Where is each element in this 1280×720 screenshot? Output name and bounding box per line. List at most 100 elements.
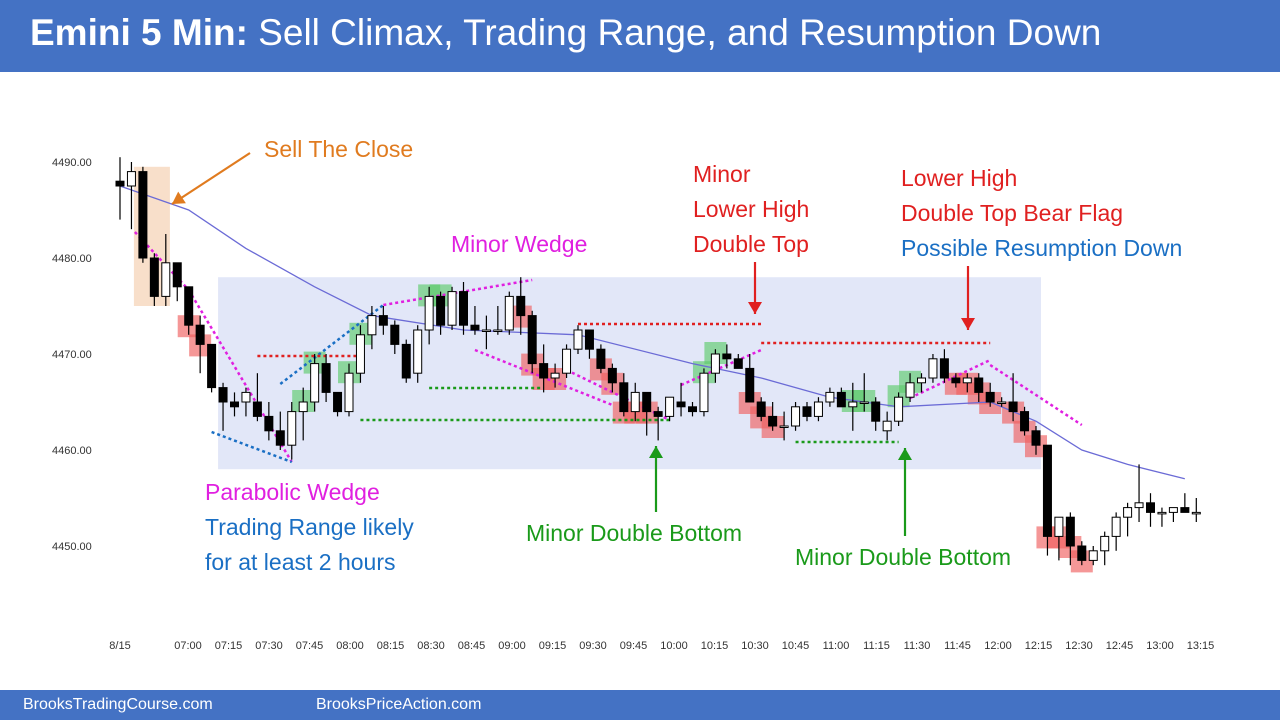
x-tick-label: 11:45 [944, 640, 971, 652]
sell-the-close-arrow [171, 152, 251, 205]
bull-candle [161, 262, 171, 297]
y-tick-label: 4450.00 [52, 541, 92, 553]
title-bold: Emini 5 Min: [30, 12, 248, 53]
y-tick-label: 4460.00 [52, 445, 92, 457]
annotation-label: for at least 2 hours [205, 549, 396, 575]
bear-candle [252, 401, 262, 417]
annotation-label: Minor Wedge [451, 231, 587, 257]
bull-candle [848, 401, 858, 408]
bear-candle [1146, 502, 1155, 513]
bull-candle [710, 353, 720, 374]
bear-candle [722, 353, 732, 360]
bear-candle [401, 343, 411, 379]
bull-candle [1191, 511, 1201, 515]
rally-trend-line [279, 304, 385, 385]
bull-candle [882, 420, 892, 432]
x-tick-label: 09:00 [498, 640, 526, 652]
footer-link-course[interactable]: BrooksTradingCourse.com [23, 696, 213, 713]
x-tick-label: 09:45 [620, 640, 648, 652]
bear-candle [745, 367, 755, 403]
bear-candle [207, 343, 217, 389]
y-tick-label: 4480.00 [52, 253, 92, 265]
bull-candle [367, 315, 377, 336]
title-rest: Sell Climax, Trading Range, and Resumpti… [247, 12, 1102, 53]
bear-candle [527, 315, 537, 365]
page-title: Emini 5 Min: Sell Climax, Trading Range,… [30, 12, 1101, 54]
bull-candle [699, 372, 709, 413]
x-tick-label: 08:45 [458, 640, 486, 652]
bull-candle [630, 391, 640, 413]
annotation-label: Minor Double Bottom [795, 544, 1011, 570]
bull-candle [894, 396, 904, 422]
annotation-label: Lower High [901, 165, 1017, 191]
x-tick-label: 09:15 [539, 640, 567, 652]
bull-candle [859, 401, 869, 404]
bull-candle [1111, 516, 1121, 537]
bull-candle [997, 401, 1007, 404]
bear-candle [149, 257, 159, 297]
bear-candle [539, 363, 549, 379]
bull-candle [1157, 511, 1167, 515]
bull-candle [504, 295, 514, 331]
bear-candle [390, 324, 400, 345]
bull-candle [550, 372, 560, 379]
bull-candle [905, 382, 915, 398]
bear-candle [184, 286, 194, 326]
lower-high-line [680, 348, 762, 387]
bull-candle [1088, 550, 1098, 561]
x-tick-label: 07:00 [174, 640, 202, 652]
bear-candle [516, 295, 526, 317]
annotation-label: Trading Range likely [205, 514, 414, 540]
bear-candle [275, 430, 285, 446]
bear-candle [974, 377, 984, 393]
sell-the-close-arrow-head [172, 191, 186, 204]
x-tick-label: 12:45 [1106, 640, 1134, 652]
footer-link-price-action[interactable]: BrooksPriceAction.com [316, 696, 482, 713]
bear-candle [951, 377, 961, 384]
double-top-wedge-line [909, 358, 991, 400]
bear-candle [172, 262, 182, 288]
x-tick-label: 12:00 [984, 640, 1012, 652]
y-tick-label: 4490.00 [52, 157, 92, 169]
lower-high-bear-flag-arrow-head [961, 318, 975, 330]
annotation-label: Minor Double Bottom [526, 520, 742, 546]
bear-candle [985, 391, 995, 403]
annotation-label: Minor [693, 161, 751, 187]
annotation-label: Possible Resumption Down [901, 235, 1182, 261]
bear-candle [321, 363, 331, 393]
bull-candle [298, 401, 308, 413]
x-tick-label: 08:15 [377, 640, 405, 652]
annotation-label: Lower High [693, 196, 809, 222]
x-tick-label: 11:15 [863, 640, 890, 652]
double-bottom-arrow-1-head [649, 446, 663, 458]
bear-candle [333, 391, 343, 413]
minor-wedge-line [383, 278, 533, 307]
bull-candle [1134, 502, 1144, 509]
bull-candle [355, 334, 365, 374]
bull-candle [791, 406, 801, 427]
bull-candle [413, 329, 423, 374]
y-tick-label: 4470.00 [52, 349, 92, 361]
bear-candle [1031, 430, 1041, 446]
x-tick-label: 08:30 [417, 640, 445, 652]
footer-bar: BrooksTradingCourse.com BrooksPriceActio… [0, 690, 1280, 720]
bull-candle [1123, 507, 1133, 518]
x-tick-label: 07:30 [255, 640, 283, 652]
bear-candle [871, 401, 881, 422]
bear-candle [115, 180, 125, 187]
bear-candle [939, 358, 949, 379]
minor-lower-high-arrow-head [748, 302, 762, 314]
bull-candle [928, 358, 938, 379]
bull-candle [241, 391, 251, 403]
x-tick-label: 11:00 [823, 640, 850, 652]
annotation-label: Sell The Close [264, 136, 413, 162]
bear-candle [733, 358, 743, 369]
bear-candle [1008, 401, 1018, 413]
bear-candle [688, 406, 697, 413]
bear-candle [607, 367, 617, 384]
x-tick-label: 13:00 [1146, 640, 1174, 652]
bull-candle [573, 329, 583, 350]
x-tick-label: 10:30 [741, 640, 769, 652]
bear-candle [230, 401, 239, 408]
bull-candle [310, 363, 320, 403]
